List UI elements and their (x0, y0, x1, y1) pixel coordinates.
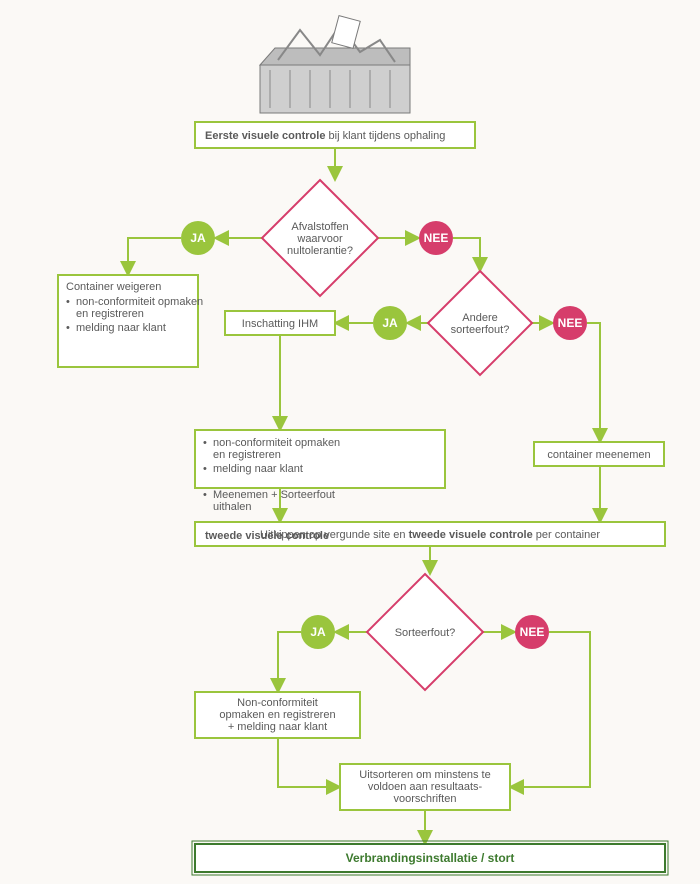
node-boxSite: tweede visuele controleUitkippen op verg… (195, 522, 665, 546)
edge (278, 738, 340, 787)
svg-text:non-conformiteit opmaken: non-conformiteit opmaken (76, 296, 203, 308)
svg-text:NEE: NEE (424, 231, 449, 245)
edge (128, 238, 181, 275)
svg-text:Sorteerfout?: Sorteerfout? (395, 627, 456, 639)
svg-text:non-conformiteit opmaken: non-conformiteit opmaken (213, 437, 340, 449)
svg-text:Andere: Andere (462, 312, 497, 324)
svg-text:Eerste visuele controle bij kl: Eerste visuele controle bij klant tijden… (205, 130, 445, 142)
edge (587, 323, 600, 442)
svg-text:•: • (66, 322, 70, 334)
edge (278, 632, 301, 692)
svg-text:nultolerantie?: nultolerantie? (287, 245, 353, 257)
svg-text:Meenemen + Sorteerfout: Meenemen + Sorteerfout (213, 489, 335, 501)
svg-text:opmaken en registreren: opmaken en registreren (219, 709, 335, 721)
node-dec1: Afvalstoffenwaarvoornultolerantie? (262, 180, 378, 296)
container-illustration (260, 16, 410, 113)
svg-text:sorteerfout?: sorteerfout? (451, 324, 510, 336)
svg-text:Verbrandingsinstallatie / stor: Verbrandingsinstallatie / stort (346, 851, 515, 865)
node-dec1ja: JA (181, 221, 215, 255)
svg-text:•: • (203, 489, 207, 501)
node-boxNon: • non-conformiteit opmakenen registreren •… (195, 430, 445, 513)
node-dec2: Anderesorteerfout? (428, 271, 532, 375)
svg-text:NEE: NEE (558, 316, 583, 330)
edge (510, 632, 590, 787)
svg-text:Afvalstoffen: Afvalstoffen (291, 221, 348, 233)
svg-text:Uitsorteren om minstens te: Uitsorteren om minstens te (359, 769, 490, 781)
svg-text:•: • (203, 437, 207, 449)
svg-text:melding naar klant: melding naar klant (76, 322, 166, 334)
node-dec3ja: JA (301, 615, 335, 649)
svg-text:voldoen aan resultaats-: voldoen aan resultaats- (368, 781, 483, 793)
svg-text:+ melding naar klant: + melding naar klant (228, 721, 327, 733)
node-dec1nee: NEE (419, 221, 453, 255)
svg-text:Non-conformiteit: Non-conformiteit (237, 697, 318, 709)
node-dec3nee: NEE (515, 615, 549, 649)
svg-text:en registreren: en registreren (76, 308, 144, 320)
svg-text:container meenemen: container meenemen (547, 449, 650, 461)
node-boxNon2: Non-conformiteitopmaken en registreren+ … (195, 692, 360, 738)
nodes-group: Eerste visuele controle bij klant tijden… (58, 122, 668, 875)
svg-text:Container weigeren: Container weigeren (66, 281, 161, 293)
node-dec2ja: JA (373, 306, 407, 340)
svg-text:voorschriften: voorschriften (394, 793, 457, 805)
flowchart-canvas: Eerste visuele controle bij klant tijden… (0, 0, 700, 884)
node-boxReject: Container weigeren • non-conformiteit opma… (58, 275, 203, 367)
node-start: Eerste visuele controle bij klant tijden… (195, 122, 475, 148)
node-terminal: Verbrandingsinstallatie / stort (192, 841, 668, 875)
svg-text:en registreren: en registreren (213, 449, 281, 461)
svg-text:NEE: NEE (520, 625, 545, 639)
node-boxIHM: Inschatting IHM (225, 311, 335, 335)
svg-text:JA: JA (190, 231, 206, 245)
svg-text:JA: JA (310, 625, 326, 639)
svg-text:waarvoor: waarvoor (296, 233, 343, 245)
node-boxTake: container meenemen (534, 442, 664, 466)
svg-text:Uitkippen op vergunde site en: Uitkippen op vergunde site en tweede vis… (260, 529, 600, 541)
svg-text:Inschatting IHM: Inschatting IHM (242, 318, 318, 330)
svg-text:•: • (203, 463, 207, 475)
svg-text:melding naar klant: melding naar klant (213, 463, 303, 475)
svg-text:•: • (66, 296, 70, 308)
edge (453, 238, 480, 271)
node-dec3: Sorteerfout? (367, 574, 483, 690)
svg-text:uithalen: uithalen (213, 501, 252, 513)
svg-text:JA: JA (382, 316, 398, 330)
node-boxSort: Uitsorteren om minstens tevoldoen aan re… (340, 764, 510, 810)
node-dec2nee: NEE (553, 306, 587, 340)
